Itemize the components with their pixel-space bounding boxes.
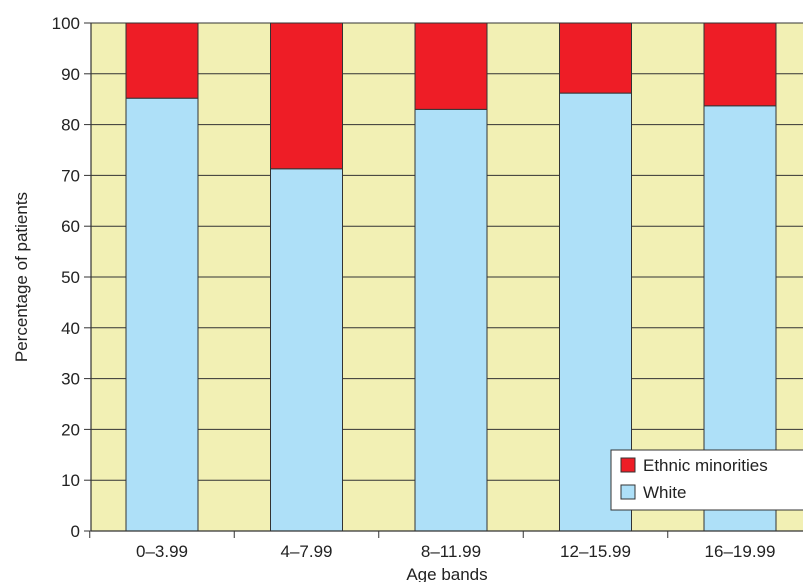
legend-box xyxy=(610,449,803,511)
bar-ethnic-minorities xyxy=(270,22,343,170)
x-tick-label: 0–3.99 xyxy=(136,542,188,561)
y-axis-title: Percentage of patients xyxy=(12,192,31,362)
bar-ethnic-minorities xyxy=(414,22,488,110)
legend-swatch-white xyxy=(620,484,636,500)
x-tick-label: 4–7.99 xyxy=(281,542,333,561)
y-tick-label: 0 xyxy=(71,522,80,541)
x-axis-title: Age bands xyxy=(406,565,487,582)
y-tick-label: 60 xyxy=(61,217,80,236)
legend: Ethnic minorities White xyxy=(610,449,803,511)
y-tick-label: 70 xyxy=(61,166,80,185)
x-axis: 0–3.99 4–7.99 8–11.99 12–15.99 16–19.99 xyxy=(89,530,803,561)
bar-ethnic-minorities xyxy=(703,22,777,107)
y-tick-label: 50 xyxy=(61,268,80,287)
bar-ethnic-minorities xyxy=(559,22,632,94)
y-tick-label: 90 xyxy=(61,65,80,84)
bar-ethnic-minorities xyxy=(125,22,199,99)
y-tick-label: 20 xyxy=(61,420,80,439)
bar-white xyxy=(414,108,488,532)
bar-white xyxy=(125,97,199,532)
x-tick-label: 16–19.99 xyxy=(705,542,776,561)
legend-label-ethnic-minorities: Ethnic minorities xyxy=(643,456,768,475)
legend-label-white: White xyxy=(643,483,686,502)
y-tick-label: 40 xyxy=(61,319,80,338)
x-tick-label: 12–15.99 xyxy=(560,542,631,561)
y-tick-label: 30 xyxy=(61,370,80,389)
x-tick-label: 8–11.99 xyxy=(421,542,481,561)
y-axis: 0 10 20 30 40 50 60 70 80 90 100 xyxy=(52,14,92,541)
y-tick-label: 80 xyxy=(61,116,80,135)
bar-white xyxy=(270,168,343,532)
y-tick-label: 100 xyxy=(52,14,80,33)
legend-swatch-ethnic-minorities xyxy=(620,457,636,473)
y-tick-label: 10 xyxy=(61,471,80,490)
